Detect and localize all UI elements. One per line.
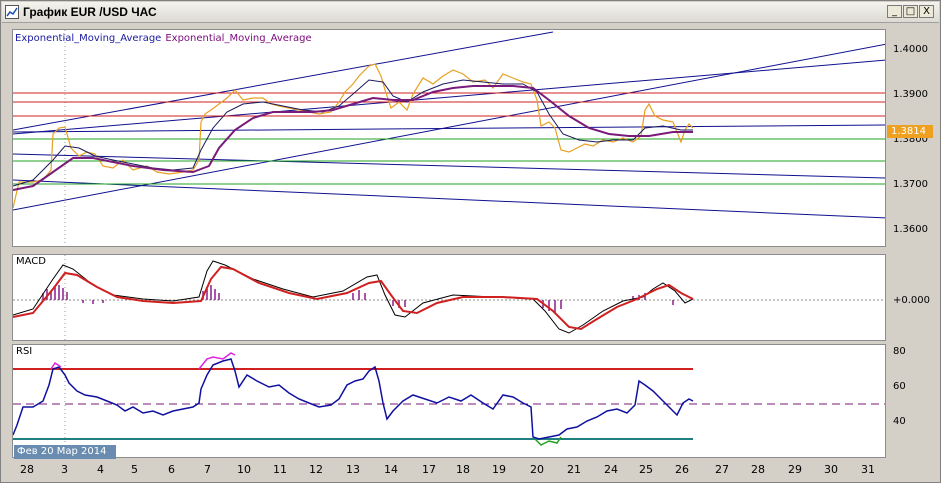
rsi-y-tick: 80 [893,346,906,357]
x-axis-label: 17 [422,463,436,476]
ema-slow-label: Exponential_Moving_Average [165,33,312,44]
x-axis-label: 4 [97,463,104,476]
chart-app-icon [5,5,19,19]
x-axis-label: 10 [237,463,251,476]
minimize-button[interactable]: _ [887,5,902,18]
rsi-y-tick: 60 [893,381,906,392]
ema-fast-label: Exponential_Moving_Average [15,33,162,44]
price-y-tick: 1.3800 [893,134,928,145]
x-axis-label: 14 [384,463,398,476]
macd-signal-line [13,265,694,331]
macd-pane[interactable] [12,254,886,341]
x-axis-label: 12 [309,463,323,476]
trend-line [13,31,554,131]
macd-label: MACD [16,256,46,267]
ema-fast-line [13,79,693,187]
price-y-tick: 1.4000 [893,44,928,55]
rsi-pane[interactable] [12,344,886,458]
ema-slow-line [13,85,693,191]
price-pane[interactable] [12,29,886,247]
indicator-legend: Exponential_Moving_Average Exponential_Mo… [15,33,312,44]
macd-y-tick: +0.000 [893,295,931,306]
price-series [13,63,694,209]
x-axis-label: 27 [715,463,729,476]
title-bar[interactable]: График EUR /USD ЧАС _ □ X [2,2,939,23]
x-axis-label: 31 [861,463,875,476]
price-y-tick: 1.3900 [893,89,928,100]
x-axis-label: 13 [346,463,360,476]
close-button[interactable]: X [919,5,934,18]
macd-line [13,260,694,334]
x-axis-label: 30 [824,463,838,476]
rsi-oversold-segment [534,436,562,446]
macd-histogram [42,285,674,313]
maximize-button[interactable]: □ [903,5,918,18]
rsi-y-tick: 40 [893,416,906,427]
trend-line [13,59,885,135]
date-tooltip: Фев 20 Мар 2014 [14,445,116,459]
x-axis-label: 3 [61,463,68,476]
trend-line [13,124,885,133]
price-y-tick: 1.3700 [893,179,928,190]
x-axis-label: 20 [530,463,544,476]
rsi-chart-svg [13,345,885,457]
x-axis-label: 6 [168,463,175,476]
x-axis-label: 29 [788,463,802,476]
x-axis-label: 21 [567,463,581,476]
x-axis-label: 28 [751,463,765,476]
rsi-label: RSI [16,346,33,357]
current-price-tag: 1.3814 [887,125,933,138]
x-axis-label: 7 [204,463,211,476]
x-axis-label: 5 [131,463,138,476]
rsi-overbought-segment [198,352,236,370]
rsi-series [13,358,694,440]
price-y-tick: 1.3600 [893,224,928,235]
x-axis-label: 25 [639,463,653,476]
window-title: График EUR /USD ЧАС [23,5,157,19]
trend-line [13,43,885,211]
x-axis-label: 26 [675,463,689,476]
x-axis-label: 19 [492,463,506,476]
x-axis-label: 11 [273,463,287,476]
trend-line [13,179,885,219]
x-axis-label: 28 [20,463,34,476]
x-axis-label: 18 [456,463,470,476]
macd-chart-svg [13,255,885,340]
trend-line [13,153,885,179]
rsi-overbought-segment [50,361,62,370]
x-axis-label: 24 [604,463,618,476]
price-chart-svg [13,30,885,246]
